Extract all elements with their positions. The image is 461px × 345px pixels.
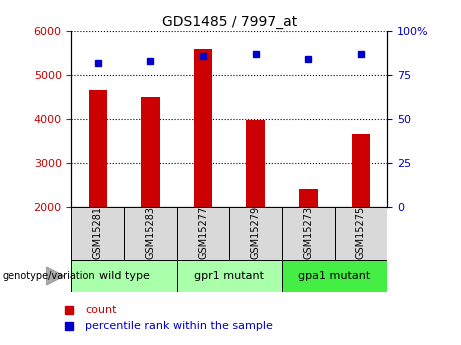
- Bar: [247, 120, 265, 207]
- Text: count: count: [85, 305, 117, 315]
- Text: GSM15273: GSM15273: [303, 206, 313, 259]
- Text: genotype/variation: genotype/variation: [2, 271, 95, 281]
- Bar: [71, 207, 124, 260]
- Bar: [352, 135, 370, 207]
- Bar: [229, 207, 282, 260]
- Bar: [335, 207, 387, 260]
- Text: percentile rank within the sample: percentile rank within the sample: [85, 321, 273, 331]
- Bar: [194, 49, 212, 207]
- Bar: [177, 260, 282, 292]
- Text: wild type: wild type: [99, 271, 149, 281]
- Bar: [282, 207, 335, 260]
- Polygon shape: [46, 267, 65, 285]
- Bar: [282, 260, 387, 292]
- Text: GSM15275: GSM15275: [356, 206, 366, 259]
- Text: GSM15283: GSM15283: [145, 206, 155, 259]
- Bar: [177, 207, 229, 260]
- Bar: [89, 90, 107, 207]
- Title: GDS1485 / 7997_at: GDS1485 / 7997_at: [162, 14, 297, 29]
- Bar: [71, 260, 177, 292]
- Text: GSM15277: GSM15277: [198, 206, 208, 259]
- Text: gpr1 mutant: gpr1 mutant: [195, 271, 264, 281]
- Text: GSM15279: GSM15279: [251, 206, 260, 259]
- Bar: [299, 188, 318, 207]
- Bar: [141, 97, 160, 207]
- Text: GSM15281: GSM15281: [93, 206, 103, 259]
- Bar: [124, 207, 177, 260]
- Text: gpa1 mutant: gpa1 mutant: [298, 271, 371, 281]
